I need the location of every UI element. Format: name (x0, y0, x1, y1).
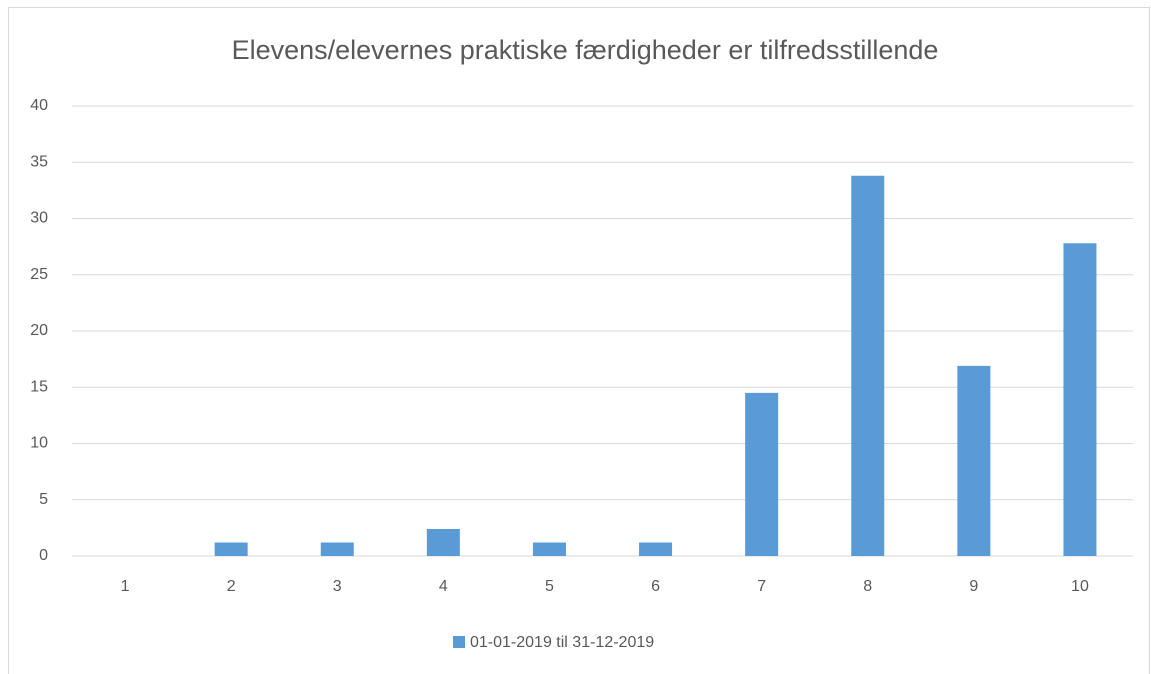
x-tick-label: 6 (651, 578, 660, 595)
bar (745, 392, 779, 556)
x-tick-label: 7 (757, 578, 766, 595)
x-tick-label: 10 (1071, 578, 1089, 595)
y-tick-label: 30 (30, 210, 48, 227)
y-tick-label: 25 (30, 266, 48, 283)
chart-border (8, 7, 1150, 674)
y-tick-label: 35 (30, 153, 48, 170)
bar (320, 542, 354, 556)
y-tick-label: 15 (30, 378, 48, 395)
bar (851, 175, 885, 556)
bar (639, 542, 673, 556)
x-tick-label: 4 (439, 578, 448, 595)
x-tick-label: 8 (863, 578, 872, 595)
bar (1063, 243, 1097, 556)
bar (426, 529, 460, 556)
x-tick-label: 9 (969, 578, 978, 595)
bar (957, 365, 991, 556)
y-tick-label: 0 (39, 547, 48, 564)
y-tick-label: 5 (39, 491, 48, 508)
x-tick-label: 1 (121, 578, 130, 595)
bar (532, 542, 566, 556)
x-tick-label: 2 (227, 578, 236, 595)
y-tick-label: 20 (30, 322, 48, 339)
legend-swatch (453, 636, 465, 648)
bar (214, 542, 248, 556)
y-tick-label: 10 (30, 435, 48, 452)
legend-label: 01-01-2019 til 31-12-2019 (470, 634, 654, 651)
y-tick-label: 40 (30, 97, 48, 114)
x-tick-label: 5 (545, 578, 554, 595)
chart-title: Elevens/elevernes praktiske færdigheder … (232, 35, 939, 65)
x-tick-label: 3 (333, 578, 342, 595)
